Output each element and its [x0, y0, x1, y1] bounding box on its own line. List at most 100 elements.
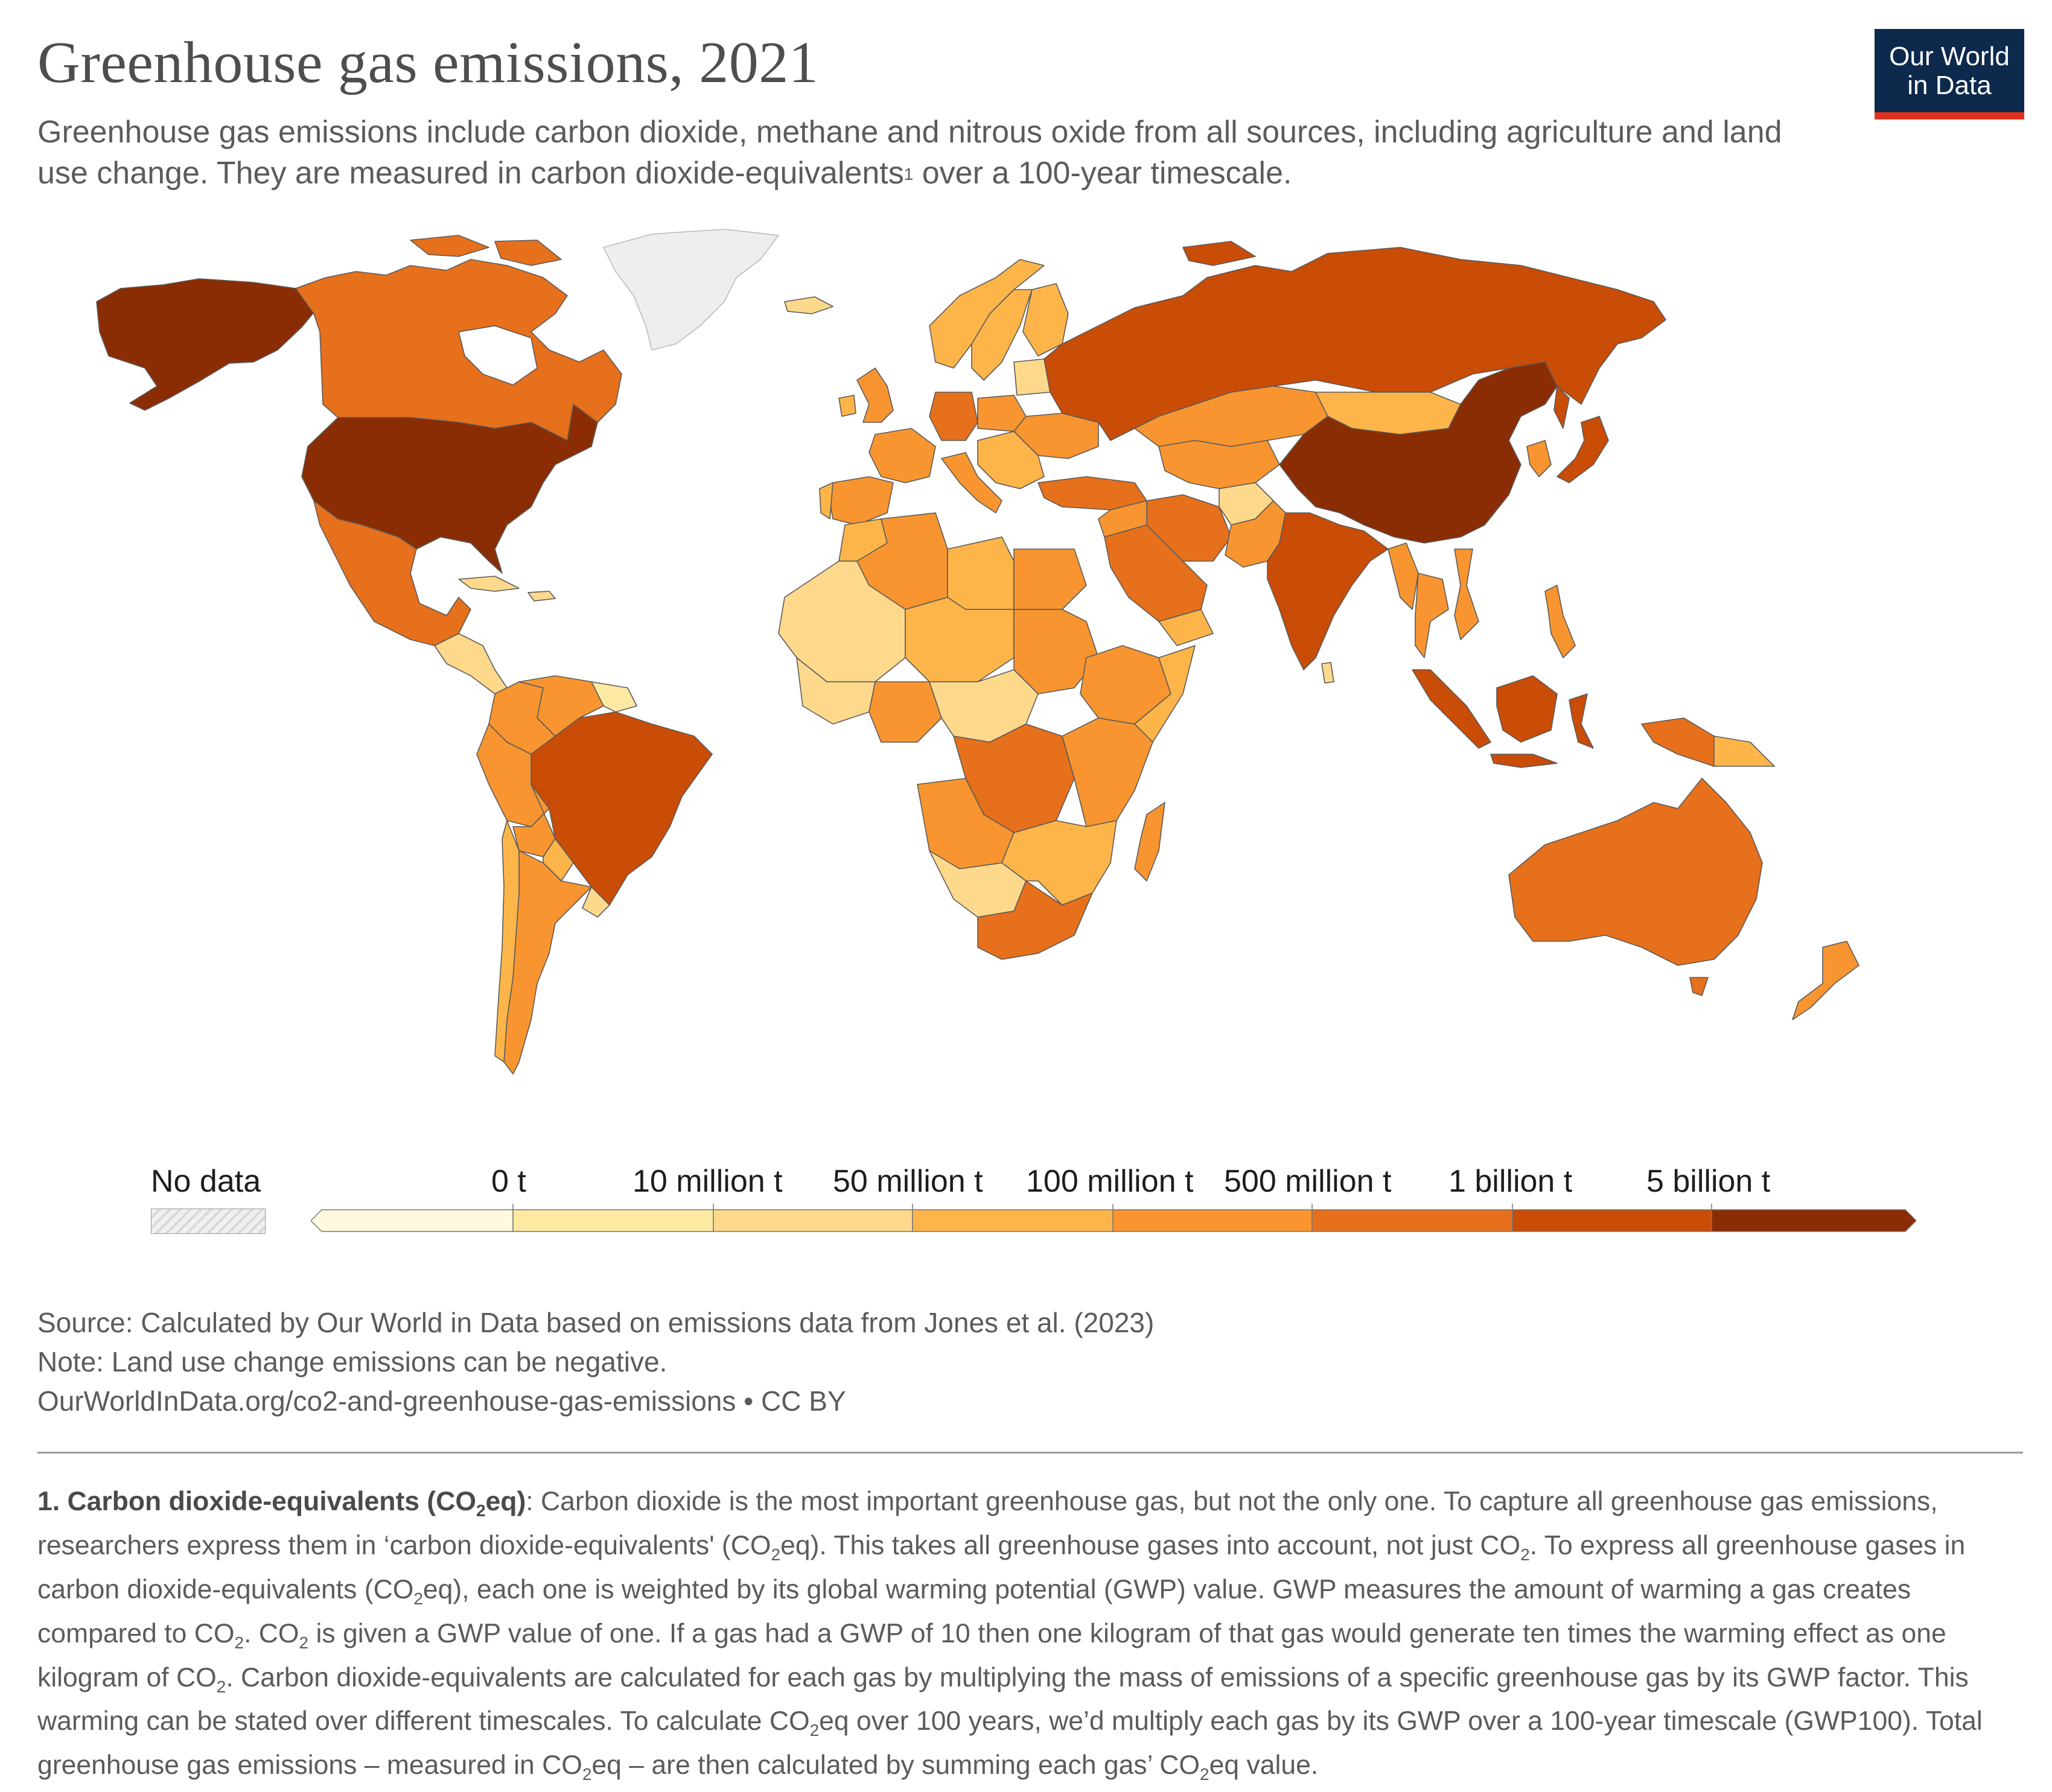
region-sumatra[interactable] — [1412, 669, 1491, 749]
footnote-sub: 2 — [413, 1589, 423, 1608]
chart-subtitle: Greenhouse gas emissions include carbon … — [37, 112, 1818, 194]
region-myanmar[interactable] — [1388, 542, 1419, 610]
logo-line-1: Our World — [1889, 42, 2010, 71]
region-egypt[interactable] — [1013, 548, 1087, 610]
footnote-sub: 2 — [1520, 1545, 1530, 1564]
region-borneo[interactable] — [1496, 675, 1558, 743]
subtitle-text-end: over a 100-year timescale. — [913, 156, 1292, 191]
region-uruguay[interactable] — [582, 886, 610, 918]
footnote-part: eq over 100 years, we’d multiply each ga… — [37, 1706, 1983, 1781]
legend-tick-2: 50 million t — [833, 1164, 983, 1199]
region-hispaniola[interactable] — [527, 591, 556, 602]
region-russia-island[interactable] — [1182, 241, 1256, 266]
source-text: Source: Calculated by Our World in Data … — [37, 1307, 1155, 1338]
region-ireland[interactable] — [838, 395, 856, 417]
footnote-ref[interactable]: 1 — [903, 165, 914, 183]
legend-tick-4: 500 million t — [1224, 1164, 1392, 1199]
legend-bin-0-10m[interactable] — [512, 1209, 714, 1232]
region-central-america[interactable] — [434, 633, 508, 694]
region-central-asia[interactable] — [1158, 440, 1280, 489]
owid-logo[interactable]: Our World in Data — [1875, 29, 2024, 119]
region-thailand[interactable] — [1415, 573, 1449, 658]
note-text: Note: Land use change emissions can be n… — [37, 1346, 668, 1377]
region-united-kingdom[interactable] — [856, 367, 894, 423]
region-mexico[interactable] — [313, 500, 471, 646]
footnote-part: eq). This takes all greenhouse gases int… — [780, 1530, 1521, 1560]
footnote-part: . CO — [244, 1618, 299, 1648]
legend-bin-500m-1b[interactable] — [1311, 1209, 1513, 1232]
footnote-part: : Carbon dioxide is the most important g… — [37, 1487, 1938, 1560]
region-france[interactable] — [868, 428, 936, 483]
legend-tick-1: 10 million t — [632, 1164, 783, 1199]
region-java[interactable] — [1490, 754, 1558, 768]
footnote-sub: 2 — [1200, 1765, 1209, 1784]
region-japan[interactable] — [1557, 416, 1609, 483]
footnote-co2eq: 1. Carbon dioxide-equivalents (CO2eq): C… — [37, 1484, 2029, 1792]
region-iceland[interactable] — [784, 296, 833, 314]
footnote-heading-end: eq) — [485, 1487, 526, 1516]
legend-tick-3: 100 million t — [1026, 1164, 1194, 1199]
region-new-zealand[interactable] — [1792, 941, 1859, 1020]
region-sulawesi[interactable] — [1569, 693, 1594, 749]
legend-color-scale — [311, 1204, 1916, 1232]
world-map — [96, 229, 1859, 1075]
region-madagascar[interactable] — [1134, 802, 1165, 882]
region-canada-island-2[interactable] — [494, 240, 562, 266]
region-papua-new-guinea[interactable] — [1713, 736, 1775, 767]
footnote-part: . Carbon dioxide-equivalents are calcula… — [37, 1662, 1969, 1736]
region-chad-niger[interactable] — [905, 597, 1015, 682]
region-canada-island[interactable] — [410, 235, 489, 257]
region-sri-lanka[interactable] — [1321, 662, 1334, 684]
region-south-africa[interactable] — [977, 880, 1093, 960]
region-east-africa[interactable] — [1062, 717, 1153, 827]
region-iraq-syria[interactable] — [1098, 500, 1147, 538]
legend-bin-5b-plus[interactable] — [1711, 1209, 1916, 1232]
region-india[interactable] — [1267, 512, 1389, 670]
footnote-part: eq – are then calculated by summing each… — [591, 1750, 1200, 1781]
region-sakhalin[interactable] — [1553, 386, 1570, 429]
region-gulf-of-guinea[interactable] — [796, 657, 876, 725]
legend-bin-10m-50m[interactable] — [713, 1209, 913, 1232]
region-chile[interactable] — [494, 820, 520, 1063]
legend-bin-100m-500m[interactable] — [1112, 1209, 1313, 1232]
legend-no-data-swatch[interactable] — [151, 1209, 266, 1234]
footnote-sub: 2 — [234, 1633, 244, 1652]
region-sweden[interactable] — [971, 289, 1033, 381]
legend-bin-1b-5b[interactable] — [1512, 1209, 1712, 1232]
footnote-sub: 2 — [771, 1545, 781, 1564]
url-link[interactable]: OurWorldInData.org/co2-and-greenhouse-ga… — [37, 1385, 846, 1417]
region-vietnam[interactable] — [1454, 548, 1479, 640]
region-libya[interactable] — [947, 536, 1015, 610]
region-spain[interactable] — [829, 476, 894, 526]
region-italy[interactable] — [941, 452, 1002, 513]
logo-accent-bar — [1875, 112, 2024, 119]
region-ukraine[interactable] — [1013, 413, 1099, 459]
region-sudan[interactable] — [1013, 609, 1099, 694]
region-china[interactable] — [1279, 361, 1558, 544]
legend-bin-50m-100m[interactable] — [912, 1209, 1114, 1232]
region-nigeria[interactable] — [868, 681, 942, 743]
region-philippines[interactable] — [1544, 585, 1576, 658]
footnote-part: . To express all greenhouse gases in car… — [37, 1530, 1966, 1604]
region-balkans[interactable] — [977, 431, 1045, 489]
footnote-sub: 2 — [299, 1633, 309, 1652]
region-australia[interactable] — [1508, 778, 1763, 966]
region-greenland[interactable] — [603, 229, 779, 351]
region-portugal[interactable] — [819, 482, 833, 519]
footnote-heading-text: 1. Carbon dioxide-equivalents (CO — [37, 1487, 476, 1516]
region-germany[interactable] — [929, 392, 978, 441]
logo-line-2: in Data — [1907, 71, 1992, 100]
footnote-part: is given a GWP value of one. If a gas ha… — [37, 1618, 1946, 1692]
region-guianas[interactable] — [591, 681, 637, 713]
footnote-sub: 2 — [216, 1677, 226, 1696]
hudson-bay — [458, 325, 538, 386]
footnote-sub: 2 — [809, 1721, 820, 1740]
region-tasmania[interactable] — [1689, 977, 1709, 996]
region-alaska[interactable] — [96, 278, 323, 411]
legend-tick-0: 0 t — [491, 1164, 526, 1199]
region-cuba[interactable] — [458, 576, 520, 592]
legend-bin-below-zero[interactable] — [311, 1209, 514, 1232]
region-korea[interactable] — [1526, 440, 1552, 477]
footnote-sub: 2 — [476, 1501, 486, 1520]
region-yemen-oman[interactable] — [1158, 609, 1214, 646]
